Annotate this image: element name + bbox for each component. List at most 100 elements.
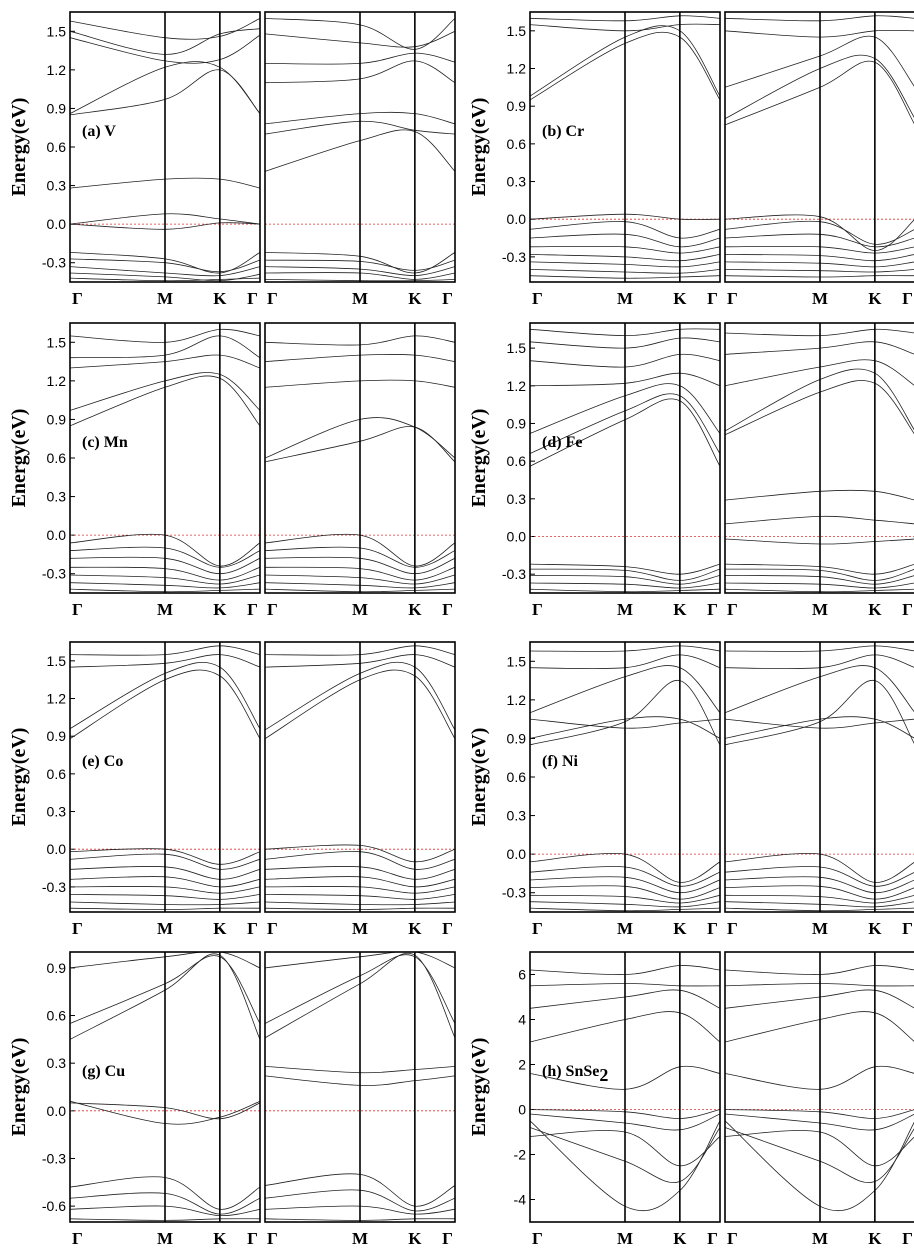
band-line	[70, 177, 260, 189]
plot-frame	[724, 322, 914, 594]
panel-f: Energy(eV)-0.30.00.30.60.91.21.5Γ M K Γ Γ M K Γ…	[468, 641, 914, 938]
band-line	[70, 953, 260, 1040]
band-line	[265, 661, 455, 731]
k-point-label: M	[812, 919, 828, 938]
plot-frame	[264, 951, 456, 1223]
band-line	[265, 886, 455, 894]
band-line	[725, 1065, 914, 1090]
y-tick-label: 1.5	[507, 340, 527, 356]
panel-label: (f) Ni	[542, 753, 579, 770]
k-point-label: M	[352, 1229, 368, 1248]
k-point-label: M	[617, 919, 633, 938]
band-line	[530, 582, 720, 589]
y-tick-label: 6	[518, 967, 526, 983]
band-line	[70, 901, 260, 906]
y-tick-label: -0.3	[42, 566, 66, 582]
panel-c: Energy(eV)-0.30.00.30.60.91.21.5Γ M K Γ Γ M K Γ…	[8, 322, 456, 619]
plot-frame	[69, 951, 261, 1223]
band-line	[530, 665, 720, 714]
panel-label: (d) Fe	[542, 434, 582, 451]
band-line	[265, 645, 455, 656]
k-point-label: Γ	[442, 289, 453, 308]
panel-label: (c) Mn	[82, 434, 128, 451]
band-line	[265, 876, 455, 888]
panel-label: (h) SnSe2	[542, 1063, 608, 1085]
band-line	[70, 955, 260, 1024]
y-tick-label: 1.5	[47, 334, 67, 350]
y-tick-label: 1.5	[507, 23, 527, 39]
band-line	[530, 1113, 720, 1131]
band-line	[70, 853, 260, 870]
band-line	[70, 372, 260, 411]
k-point-label: M	[157, 919, 173, 938]
band-line	[70, 886, 260, 894]
y-tick-label: 0.9	[47, 100, 67, 116]
band-line	[530, 372, 720, 387]
y-tick-label: -4	[514, 1192, 527, 1208]
band-line	[265, 266, 455, 277]
band-line	[530, 965, 720, 975]
k-point-label: Γ	[727, 1229, 738, 1248]
k-point-label: Γ	[72, 1229, 83, 1248]
band-line	[530, 907, 720, 912]
band-line	[530, 575, 720, 585]
band-line	[70, 645, 260, 656]
y-tick-label: 0.0	[47, 527, 67, 543]
y-axis-label: Energy(eV)	[8, 1038, 30, 1137]
band-line	[265, 52, 455, 65]
band-line	[530, 1065, 720, 1090]
band-line	[725, 538, 914, 545]
k-point-label: Γ	[442, 919, 453, 938]
band-line	[530, 275, 720, 279]
bands	[265, 335, 455, 593]
k-point-label: Γ	[707, 289, 718, 308]
band-line	[725, 989, 914, 1009]
y-tick-label: 0.6	[47, 139, 67, 155]
band-line	[530, 245, 720, 254]
band-line	[265, 60, 455, 84]
k-point-label: K	[213, 289, 227, 308]
band-line	[725, 645, 914, 652]
band-line	[530, 31, 720, 101]
band-line	[265, 907, 455, 910]
band-line	[530, 213, 720, 220]
band-line	[530, 1120, 720, 1212]
y-tick-label: 0.0	[47, 841, 67, 857]
k-point-label: Γ	[532, 600, 543, 619]
band-line	[530, 885, 720, 900]
k-point-label: M	[617, 600, 633, 619]
k-point-label: M	[617, 1229, 633, 1248]
band-line	[725, 588, 914, 593]
y-tick-label: 1.2	[47, 373, 67, 389]
band-line	[70, 18, 260, 40]
k-point-label: M	[352, 289, 368, 308]
y-tick-label: 0.3	[507, 174, 527, 190]
band-line	[530, 221, 720, 239]
y-tick-label: 0.9	[47, 411, 67, 427]
k-point-label: K	[673, 1229, 687, 1248]
bands	[70, 18, 260, 282]
k-point-label: Γ	[707, 919, 718, 938]
band-line	[725, 1120, 914, 1212]
band-line	[725, 680, 914, 746]
band-line	[725, 233, 914, 248]
y-tick-label: 0.9	[507, 98, 527, 114]
bands	[725, 645, 914, 912]
band-line	[70, 1100, 260, 1125]
y-axis-label: Energy(eV)	[468, 1038, 490, 1137]
band-line	[530, 1011, 720, 1043]
band-line	[70, 533, 260, 567]
band-line	[265, 272, 455, 280]
k-point-label: Γ	[902, 919, 913, 938]
bands	[530, 645, 720, 912]
band-line	[725, 894, 914, 904]
band-line	[70, 894, 260, 900]
band-line	[530, 353, 720, 368]
band-line	[725, 54, 914, 120]
plot-frame	[69, 11, 261, 283]
y-axis-label: Energy(eV)	[468, 728, 490, 827]
